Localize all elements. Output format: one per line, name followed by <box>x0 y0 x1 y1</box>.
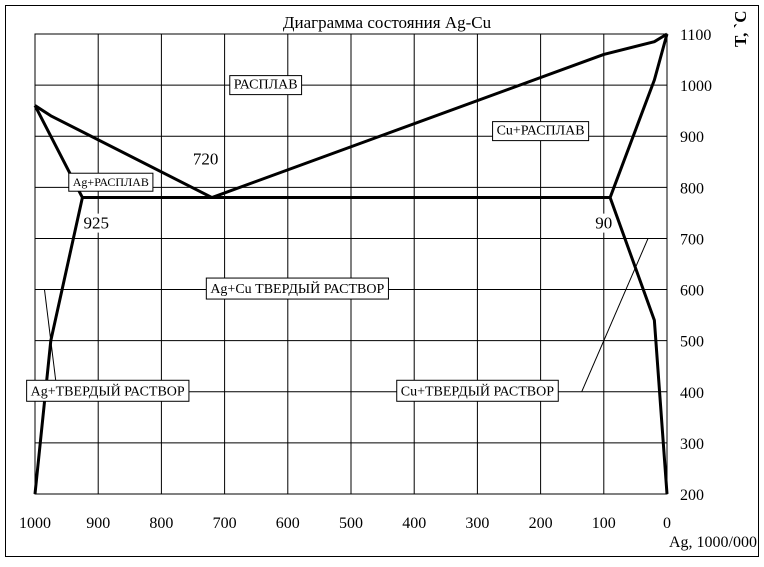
y-axis-label: T, `C <box>731 10 750 47</box>
region-label: Ag+РАСПЛАВ <box>68 172 154 192</box>
point-value-label: 720 <box>191 149 220 169</box>
phase-curves <box>33 32 669 495</box>
region-label: Ag+Cu ТВЕРДЫЙ РАСТВОР <box>205 277 389 300</box>
region-label-box <box>492 121 590 142</box>
pointer-lines <box>43 238 649 392</box>
y-tick-label: 500 <box>680 334 704 351</box>
chart-title: Диаграмма состояния Ag-Cu <box>283 13 492 32</box>
y-tick-label: 1000 <box>680 78 712 95</box>
region-label-text: РАСПЛАВ <box>234 78 298 93</box>
y-tick-label: 800 <box>680 180 704 197</box>
point-value-label: 90 <box>594 213 614 233</box>
y-tick-label: 300 <box>680 436 704 453</box>
x-axis-ticks: 1000 900 800 700 600 500 400 300 200 100 0 <box>19 515 671 532</box>
x-tick-label: 200 <box>529 515 553 532</box>
region-label-box <box>82 213 111 233</box>
region-label-box <box>229 75 303 96</box>
region-label-text: Ag+Cu ТВЕРДЫЙ РАСТВОР <box>210 280 384 297</box>
region-label-text: Ag+РАСПЛАВ <box>73 175 149 189</box>
y-axis-ticks: 200 300 400 500 600 700 800 900 1000 1100 <box>680 27 712 504</box>
x-tick-label: 600 <box>276 515 300 532</box>
label-pointer-line <box>43 289 58 392</box>
region-label-box <box>26 379 190 402</box>
region-label-text: 90 <box>595 214 612 233</box>
x-tick-label: 400 <box>402 515 426 532</box>
y-tick-label: 600 <box>680 283 704 300</box>
x-axis-label: Ag, 1000/000 <box>669 534 757 551</box>
region-label: РАСПЛАВ <box>229 75 303 96</box>
region-label-text: 720 <box>193 150 219 169</box>
x-tick-label: 100 <box>592 515 616 532</box>
region-label-text: Cu+ТВЕРДЫЙ РАСТВОР <box>401 382 555 399</box>
phase-boundary-line <box>33 104 84 495</box>
y-tick-label: 400 <box>680 385 704 402</box>
region-label-box <box>396 379 559 402</box>
x-tick-label: 900 <box>86 515 110 532</box>
y-tick-label: 900 <box>680 129 704 146</box>
region-label-box <box>191 149 220 169</box>
region-label-box <box>68 172 154 192</box>
point-value-label: 925 <box>82 213 111 233</box>
x-tick-label: 800 <box>149 515 173 532</box>
y-tick-label: 1100 <box>680 27 711 44</box>
region-label-box <box>205 277 389 300</box>
x-tick-label: 700 <box>213 515 237 532</box>
y-tick-label: 700 <box>680 231 704 248</box>
region-label: Cu+РАСПЛАВ <box>492 121 590 142</box>
region-label-text: Cu+РАСПЛАВ <box>497 124 585 139</box>
region-label: Ag+ТВЕРДЫЙ РАСТВОР <box>26 379 190 402</box>
region-label-box <box>594 213 614 233</box>
region-labels: РАСПЛАВ Cu+РАСПЛАВ Ag+РАСПЛАВ Ag+Cu ТВЕРДЫЙ… <box>26 75 614 402</box>
label-pointer-line <box>581 238 649 392</box>
region-label-text: 925 <box>84 214 110 233</box>
x-tick-label: 300 <box>465 515 489 532</box>
region-label: Cu+ТВЕРДЫЙ РАСТВОР <box>396 379 559 402</box>
phase-boundary-line <box>34 32 668 200</box>
plot-area-border <box>34 33 668 495</box>
x-tick-label: 500 <box>339 515 363 532</box>
region-label-text: Ag+ТВЕРДЫЙ РАСТВОР <box>31 382 185 399</box>
x-tick-label: 1000 <box>19 515 51 532</box>
x-tick-label: 0 <box>663 515 671 532</box>
y-tick-label: 200 <box>680 487 704 504</box>
